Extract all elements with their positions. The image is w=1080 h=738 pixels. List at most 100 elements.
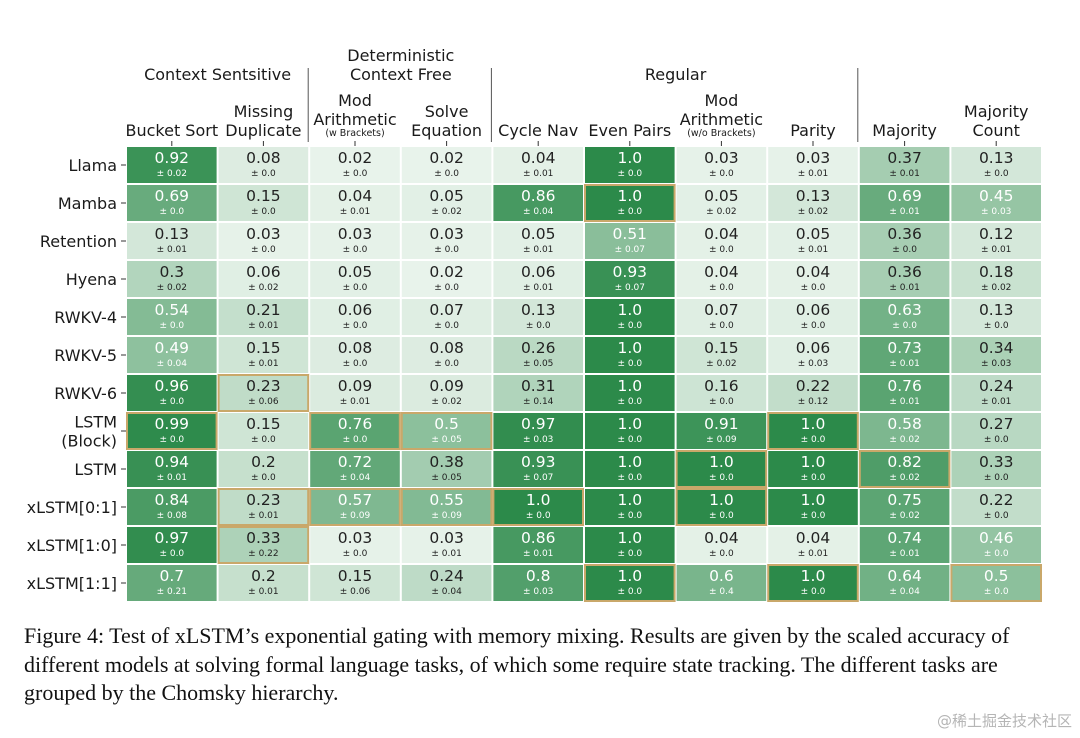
cell-error-10-9: ± 0.0 xyxy=(984,549,1009,559)
cell-error-5-8: ± 0.01 xyxy=(889,359,919,369)
cell-error-2-7: ± 0.01 xyxy=(798,245,828,255)
cell-value-10-4: 0.86 xyxy=(521,529,556,547)
cell-value-6-4: 0.31 xyxy=(521,377,556,395)
row-label-9-line-0: xLSTM[0:1] xyxy=(27,498,117,517)
cell-value-7-7: 1.0 xyxy=(801,415,826,433)
cell-error-3-2: ± 0.0 xyxy=(343,283,368,293)
cell-error-10-7: ± 0.01 xyxy=(798,549,828,559)
heatmap-cell-4-4 xyxy=(493,299,583,335)
heatmap-cell-6-1 xyxy=(217,374,310,412)
cell-error-8-3: ± 0.05 xyxy=(431,473,461,483)
column-header-8-line-0: Majority xyxy=(872,121,937,140)
cell-error-8-8: ± 0.02 xyxy=(889,473,919,483)
cell-value-11-0: 0.7 xyxy=(159,567,184,585)
heatmap-cell-7-0 xyxy=(126,412,218,450)
heatmap-cell-0-1 xyxy=(218,147,309,183)
cell-error-0-5: ± 0.0 xyxy=(617,169,642,179)
cell-error-7-0: ± 0.0 xyxy=(159,435,184,445)
cell-value-7-9: 0.27 xyxy=(979,415,1014,433)
heatmap-cell-10-9 xyxy=(951,527,1041,563)
heatmap-cell-1-0 xyxy=(127,185,217,221)
cell-value-7-8: 0.58 xyxy=(887,415,922,433)
cell-value-6-2: 0.09 xyxy=(338,377,373,395)
column-header-1-line-1: Duplicate xyxy=(225,121,301,140)
heatmap-cell-9-0 xyxy=(127,489,217,525)
cell-value-4-9: 0.13 xyxy=(979,301,1014,319)
cell-error-2-8: ± 0.0 xyxy=(892,245,917,255)
cell-value-5-2: 0.08 xyxy=(338,339,373,357)
cell-error-1-4: ± 0.04 xyxy=(523,207,554,217)
heatmap-cell-1-4 xyxy=(493,185,583,221)
cell-error-10-0: ± 0.0 xyxy=(159,549,184,559)
heatmap-cell-0-9 xyxy=(951,147,1041,183)
heatmap-cell-5-2 xyxy=(310,337,400,373)
heatmap-cell-3-6 xyxy=(676,261,767,297)
heatmap-cell-4-6 xyxy=(676,299,767,335)
cell-value-8-0: 0.94 xyxy=(155,453,190,471)
cell-error-11-6: ± 0.4 xyxy=(709,587,734,597)
heatmap-cell-2-9 xyxy=(951,223,1041,259)
column-header-1-line-0: Missing xyxy=(234,102,294,121)
cell-error-5-3: ± 0.0 xyxy=(434,359,459,369)
cell-error-3-7: ± 0.0 xyxy=(801,283,826,293)
heatmap-cell-0-4 xyxy=(493,147,583,183)
heatmap-cell-7-2 xyxy=(309,412,401,450)
heatmap-cell-6-5 xyxy=(585,375,675,411)
heatmap-cell-8-9 xyxy=(951,451,1041,487)
heatmap-cell-1-7 xyxy=(768,185,858,221)
heatmap-cell-1-6 xyxy=(676,185,767,221)
cell-error-8-5: ± 0.0 xyxy=(617,473,642,483)
cell-error-1-0: ± 0.0 xyxy=(159,207,184,217)
heatmap-cell-3-4 xyxy=(493,261,583,297)
heatmap-cell-0-7 xyxy=(768,147,858,183)
column-header-0-line-0: Bucket Sort xyxy=(125,121,218,140)
watermark: @稀土掘金技术社区 xyxy=(936,712,1072,730)
cell-error-2-1: ± 0.0 xyxy=(251,245,276,255)
row-label-7-line-0: LSTM xyxy=(74,413,117,432)
cell-error-1-9: ± 0.03 xyxy=(981,207,1011,217)
heatmap-cell-9-4 xyxy=(492,488,584,526)
cell-value-6-0: 0.96 xyxy=(155,377,190,395)
heatmap-cell-10-3 xyxy=(401,527,492,563)
heatmap-cell-4-0 xyxy=(127,299,217,335)
cell-error-11-0: ± 0.21 xyxy=(157,587,187,597)
heatmap-cell-3-5 xyxy=(585,261,675,297)
cell-value-1-0: 0.69 xyxy=(155,187,190,205)
cell-value-2-9: 0.12 xyxy=(979,225,1014,243)
cell-error-4-4: ± 0.0 xyxy=(526,321,551,331)
cell-value-3-1: 0.06 xyxy=(246,263,281,281)
cell-error-3-0: ± 0.02 xyxy=(157,283,187,293)
heatmap-cell-5-9 xyxy=(951,337,1041,373)
cell-error-9-6: ± 0.0 xyxy=(709,511,734,521)
cell-error-5-4: ± 0.05 xyxy=(523,359,553,369)
cell-error-1-1: ± 0.0 xyxy=(251,207,276,217)
cell-value-1-9: 0.45 xyxy=(979,187,1014,205)
cell-error-11-1: ± 0.01 xyxy=(248,587,278,597)
cell-error-8-2: ± 0.04 xyxy=(340,473,371,483)
cell-value-2-7: 0.05 xyxy=(796,225,831,243)
cell-value-10-2: 0.03 xyxy=(338,529,373,547)
cell-value-2-8: 0.36 xyxy=(887,225,922,243)
row-label-4-line-0: RWKV-4 xyxy=(54,308,117,327)
heatmap-cell-2-2 xyxy=(310,223,400,259)
cell-value-10-3: 0.03 xyxy=(429,529,464,547)
cell-value-11-6: 0.6 xyxy=(709,567,734,585)
cell-value-1-7: 0.13 xyxy=(796,187,831,205)
heatmap-cell-4-2 xyxy=(310,299,400,335)
cell-value-5-7: 0.06 xyxy=(796,339,831,357)
heatmap-cell-7-5 xyxy=(585,413,675,449)
cell-error-8-9: ± 0.0 xyxy=(984,473,1009,483)
cell-value-0-9: 0.13 xyxy=(979,149,1014,167)
cell-value-3-2: 0.05 xyxy=(338,263,373,281)
heatmap-cell-6-6 xyxy=(676,375,767,411)
cell-value-6-3: 0.09 xyxy=(429,377,464,395)
cell-value-9-6: 1.0 xyxy=(709,491,734,509)
cell-error-11-4: ± 0.03 xyxy=(523,587,553,597)
cell-value-9-9: 0.22 xyxy=(979,491,1014,509)
heatmap-cell-1-3 xyxy=(401,185,492,221)
cell-value-8-6: 1.0 xyxy=(709,453,734,471)
cell-error-0-6: ± 0.0 xyxy=(709,169,734,179)
cell-error-2-0: ± 0.01 xyxy=(157,245,187,255)
cell-error-4-8: ± 0.0 xyxy=(892,321,917,331)
cell-error-3-3: ± 0.0 xyxy=(434,283,459,293)
